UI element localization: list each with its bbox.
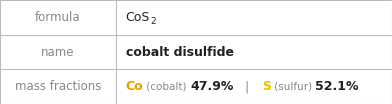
Text: name: name	[41, 46, 74, 58]
Text: cobalt disulfide: cobalt disulfide	[126, 46, 234, 58]
Text: mass fractions: mass fractions	[15, 80, 101, 93]
Text: CoS: CoS	[126, 11, 150, 24]
Text: (cobalt): (cobalt)	[143, 82, 190, 92]
Text: 47.9%: 47.9%	[190, 80, 233, 93]
Text: 2: 2	[150, 17, 156, 26]
Text: S: S	[261, 80, 270, 93]
Text: 52.1%: 52.1%	[315, 80, 359, 93]
Text: |: |	[233, 80, 261, 93]
Text: (sulfur): (sulfur)	[270, 82, 315, 92]
Text: Co: Co	[126, 80, 143, 93]
Text: formula: formula	[35, 11, 81, 24]
